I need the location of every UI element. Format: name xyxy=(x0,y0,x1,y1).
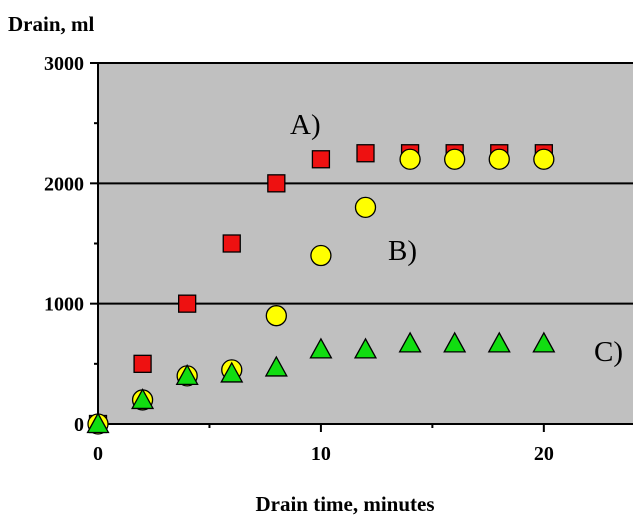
point-triangle-2 xyxy=(175,364,199,386)
point-triangle-9 xyxy=(487,331,511,353)
point-circle-9 xyxy=(488,148,510,170)
point-square-3 xyxy=(222,234,241,253)
point-triangle-10 xyxy=(532,331,556,353)
series-label-1: A) xyxy=(290,109,321,141)
series-label-3: C) xyxy=(594,336,623,368)
point-triangle-8 xyxy=(443,331,467,353)
point-square-6 xyxy=(356,144,375,163)
point-circle-5 xyxy=(310,244,332,267)
x-tick-label-0: 0 xyxy=(93,443,103,465)
point-circle-7 xyxy=(399,148,421,170)
point-circle-4 xyxy=(265,305,287,327)
y-tick-label-1000: 1000 xyxy=(44,294,84,316)
y-axis-title: Drain, ml xyxy=(8,12,94,36)
series-labels: A) B) C) xyxy=(290,109,623,368)
y-tick-label-0: 0 xyxy=(74,414,84,436)
point-circle-6 xyxy=(354,196,377,219)
series-label-2: B) xyxy=(388,235,417,267)
y-tick-label-3000: 3000 xyxy=(44,53,84,75)
point-triangle-7 xyxy=(398,331,422,353)
point-square-4 xyxy=(267,174,286,193)
x-axis-title: Drain time, minutes xyxy=(255,492,434,516)
y-tick-label-2000: 2000 xyxy=(44,173,84,195)
point-triangle-6 xyxy=(353,337,378,359)
point-triangle-4 xyxy=(264,355,288,377)
point-triangle-5 xyxy=(309,337,333,359)
point-triangle-0 xyxy=(86,412,110,434)
point-triangle-3 xyxy=(220,361,244,383)
point-square-2 xyxy=(178,294,197,313)
tick-labels: 0 1000 2000 3000 0 10 20 xyxy=(44,53,554,465)
x-tick-label-10: 10 xyxy=(311,443,331,465)
point-circle-8 xyxy=(444,148,466,170)
plot-area xyxy=(98,63,633,424)
point-square-1 xyxy=(133,354,152,373)
point-triangle-1 xyxy=(131,388,155,410)
point-circle-10 xyxy=(533,148,555,170)
point-square-5 xyxy=(311,150,331,169)
x-tick-label-20: 20 xyxy=(534,443,554,465)
data-points xyxy=(86,144,556,435)
